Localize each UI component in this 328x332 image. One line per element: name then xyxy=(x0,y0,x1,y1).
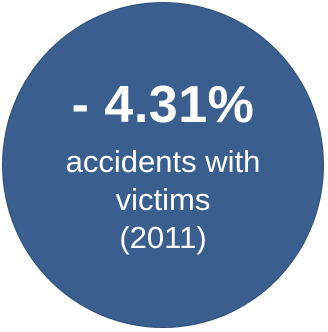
stat-badge: - 4.31% accidents with victims (2011) xyxy=(2,2,324,328)
stat-value: - 4.31% xyxy=(71,76,255,134)
stat-caption: accidents with victims (2011) xyxy=(66,143,261,257)
caption-line-2: victims xyxy=(115,182,211,217)
caption-line-3: (2011) xyxy=(119,220,207,255)
caption-line-1: accidents with xyxy=(65,144,261,179)
